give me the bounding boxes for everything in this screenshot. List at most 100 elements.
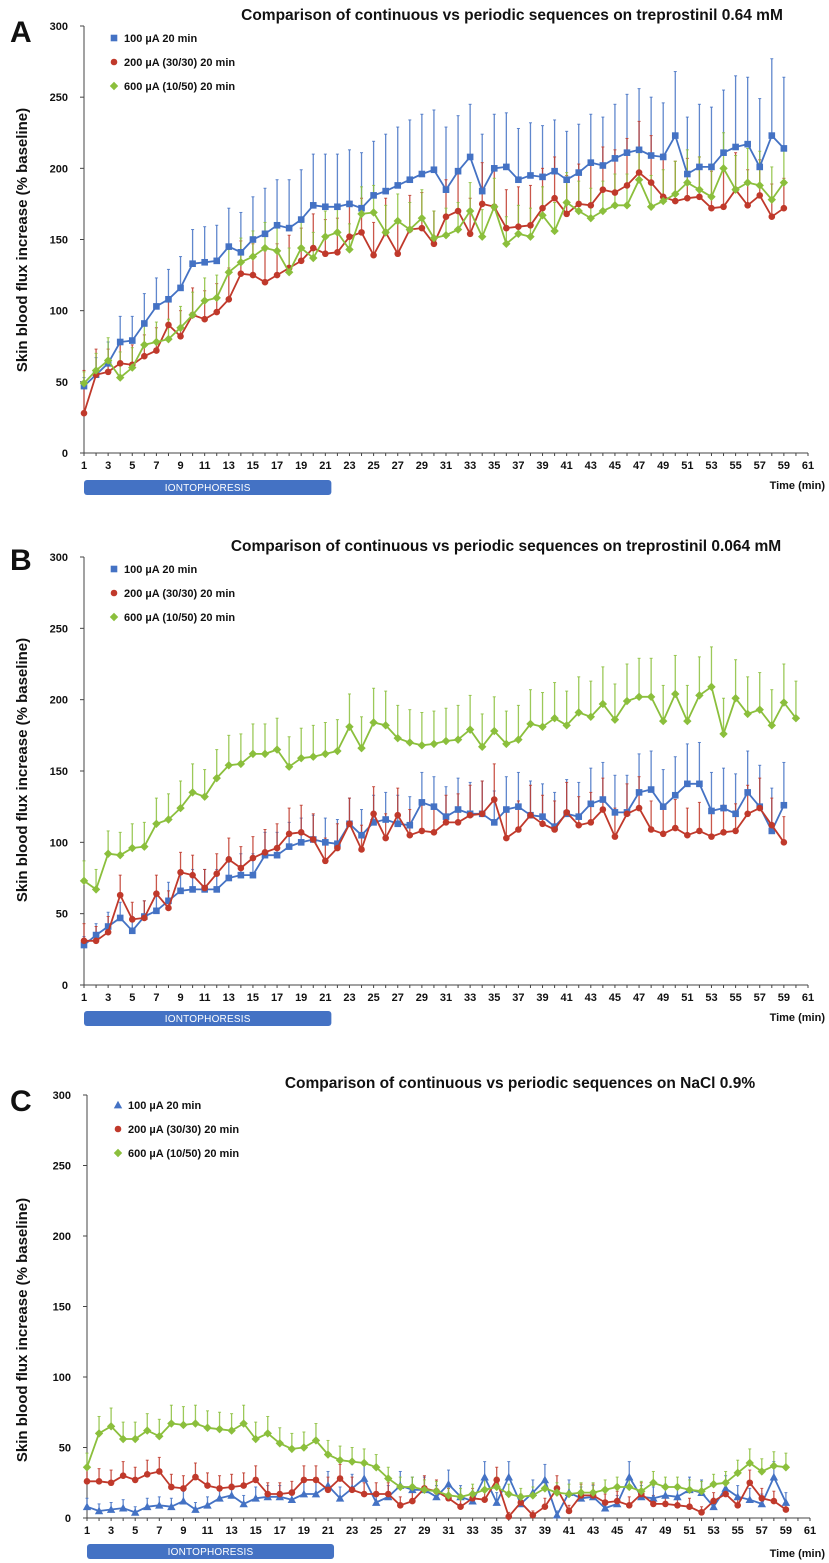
- data-point: [103, 849, 113, 858]
- x-tick-label: 29: [418, 1525, 430, 1537]
- data-point: [503, 806, 510, 813]
- data-point: [405, 225, 414, 234]
- data-point: [791, 714, 801, 723]
- x-tick-label: 51: [681, 460, 693, 472]
- data-point: [213, 886, 221, 893]
- x-tick-label: 5: [132, 1525, 138, 1537]
- data-point: [684, 780, 691, 788]
- x-tick-label: 49: [659, 1525, 671, 1537]
- x-tick-label: 37: [515, 1525, 527, 1537]
- data-point: [249, 854, 257, 862]
- data-point: [780, 204, 788, 212]
- data-point: [574, 206, 583, 216]
- data-point: [684, 170, 691, 178]
- x-tick-label: 23: [346, 1525, 358, 1537]
- x-tick-label: 37: [512, 992, 524, 1004]
- data-point: [539, 820, 546, 828]
- data-point: [382, 834, 389, 842]
- data-point: [430, 829, 438, 836]
- y-tick-label: 250: [53, 1161, 71, 1173]
- data-point: [490, 819, 498, 826]
- data-point: [204, 1482, 211, 1489]
- x-tick-label: 55: [732, 1525, 744, 1537]
- chart-title: Comparison of continuous vs periodic seq…: [241, 7, 783, 24]
- data-point: [503, 834, 510, 842]
- data-point: [611, 809, 619, 816]
- x-tick-label: 25: [367, 992, 379, 1004]
- chart-title: Comparison of continuous vs periodic seq…: [285, 1075, 755, 1092]
- y-tick-label: 200: [53, 1231, 71, 1243]
- data-point: [469, 1494, 476, 1502]
- data-point: [756, 163, 764, 171]
- data-point: [191, 1505, 200, 1513]
- data-point: [334, 840, 341, 848]
- data-point: [240, 1482, 247, 1489]
- data-point: [212, 773, 221, 783]
- data-point: [444, 1491, 453, 1500]
- y-axis-label: Skin blood flux increase (% baseline): [14, 108, 31, 372]
- data-point: [176, 803, 185, 813]
- data-point: [372, 1463, 381, 1472]
- data-point: [442, 186, 450, 193]
- x-tick-label: 23: [343, 460, 355, 472]
- x-tick-label: 33: [464, 460, 476, 472]
- data-point: [540, 1475, 550, 1484]
- data-point: [141, 320, 148, 327]
- legend-marker: [113, 1148, 123, 1158]
- data-point: [103, 356, 113, 365]
- data-point: [478, 742, 487, 751]
- data-point: [659, 830, 667, 838]
- chart-panel-c: C Comparison of continuous vs periodic s…: [10, 1075, 825, 1560]
- data-point: [553, 1485, 561, 1492]
- data-point: [514, 229, 523, 239]
- data-point: [659, 153, 667, 161]
- y-tick-label: 50: [56, 909, 68, 921]
- data-point: [574, 708, 583, 717]
- data-point: [263, 1429, 272, 1438]
- data-point: [779, 698, 789, 707]
- data-point: [745, 1495, 754, 1504]
- x-tick-label: 47: [633, 460, 645, 472]
- data-point: [432, 1492, 441, 1501]
- data-point: [587, 202, 595, 209]
- data-point: [382, 816, 389, 823]
- data-point: [309, 244, 317, 252]
- data-point: [224, 761, 233, 770]
- y-tick-label: 250: [50, 92, 68, 104]
- data-point: [347, 1457, 357, 1466]
- data-point: [322, 839, 329, 846]
- data-point: [721, 1484, 730, 1492]
- data-point: [767, 195, 776, 204]
- data-point: [203, 1423, 212, 1432]
- x-tick-label: 33: [466, 1525, 478, 1537]
- data-point: [757, 1467, 766, 1476]
- data-point: [696, 193, 703, 201]
- data-point: [384, 1490, 392, 1498]
- data-point: [252, 1476, 259, 1484]
- data-point: [650, 1500, 657, 1508]
- legend-label: 600 µA (10/50) 20 min: [124, 612, 235, 624]
- data-point: [104, 928, 112, 936]
- x-tick-label: 61: [802, 460, 814, 472]
- data-point: [731, 694, 740, 703]
- data-point: [128, 363, 137, 372]
- data-point: [251, 1494, 260, 1502]
- y-tick-label: 100: [50, 837, 68, 849]
- data-point: [225, 874, 233, 882]
- data-point: [646, 692, 656, 702]
- iontophoresis-label: IONTOPHORESIS: [168, 1547, 254, 1558]
- x-tick-label: 21: [322, 1525, 334, 1537]
- data-point: [720, 203, 727, 211]
- data-point: [409, 1497, 416, 1505]
- data-point: [272, 246, 282, 256]
- data-point: [599, 162, 607, 169]
- data-point: [551, 826, 558, 833]
- legend-marker: [110, 589, 118, 597]
- data-point: [236, 759, 246, 769]
- data-point: [527, 221, 534, 229]
- data-point: [249, 271, 257, 279]
- data-point: [116, 891, 124, 899]
- data-point: [80, 409, 88, 417]
- data-point: [453, 735, 463, 744]
